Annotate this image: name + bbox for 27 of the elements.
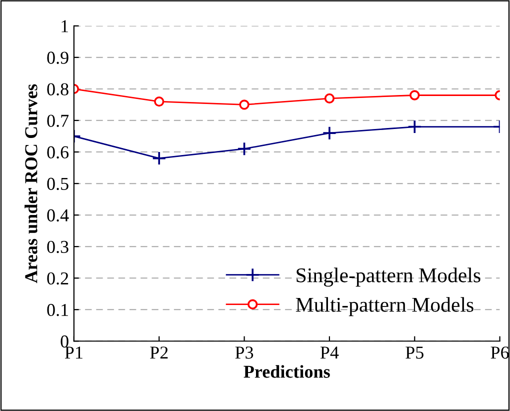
y-tick-label: 0.8 [47,83,68,96]
y-tick-label: 0.5 [47,178,68,190]
legend-label: Multi-pattern Models [296,297,474,316]
y-axis-title: Areas under ROC Curves [24,84,38,284]
point [322,126,337,140]
point [237,142,252,156]
point [407,120,422,134]
x-axis-title: Predictions [244,365,330,378]
point [324,93,335,104]
y-tick-label: 0.9 [47,52,68,64]
x-tick-label: P5 [406,346,424,359]
y-tick-label: 0.1 [47,304,68,316]
x-tick-label: P2 [150,346,168,359]
y-tick-label: 0 [60,335,68,348]
x-tick-label: P4 [320,346,339,359]
y-tick-label: 0.7 [47,114,69,127]
y-tick-label: 1 [62,20,68,32]
y-tick-label: 0.4 [47,209,69,222]
point [154,96,164,107]
y-tick-label: 0.2 [47,272,68,285]
legend-label: Single-pattern Models [296,268,480,287]
y-tick-label: 0.6 [47,146,69,159]
x-tick-label: P6 [490,346,509,359]
y-tick-label: 0.3 [47,240,68,254]
x-tick-label: P1 [64,346,82,359]
point [239,100,250,110]
x-tick-label: P3 [235,346,254,359]
